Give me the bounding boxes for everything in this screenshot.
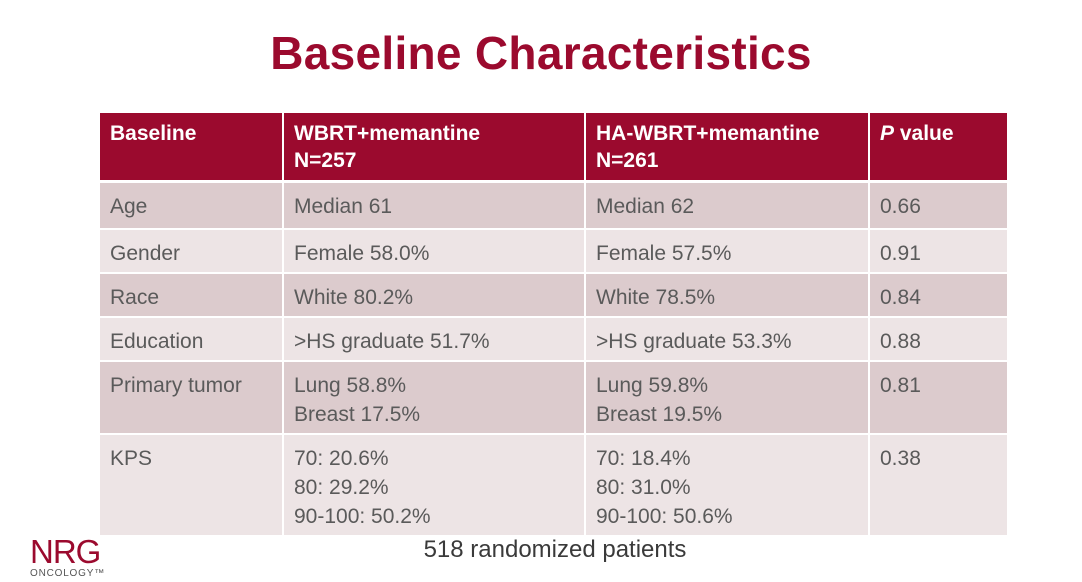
row-label: Age: [100, 181, 284, 230]
arm2-value: Median 62: [585, 181, 870, 230]
logo-subtitle: ONCOLOGY™: [30, 568, 105, 579]
header-p-italic: P: [880, 122, 895, 145]
arm1-line: Breast 17.5%: [294, 403, 421, 426]
row-label: KPS: [100, 434, 284, 537]
arm1-line: 80: 29.2%: [294, 476, 389, 499]
arm1-line: White 80.2%: [294, 286, 414, 309]
header-p-rest: value: [894, 122, 954, 145]
arm2-line: Median 62: [596, 195, 695, 218]
header-wbrt-memantine: WBRT+memantine N=257: [283, 113, 586, 183]
arm2-value: >HS graduate 53.3%: [585, 317, 870, 362]
arm2-value: White 78.5%: [585, 273, 870, 318]
row-label: Education: [100, 317, 284, 362]
arm2-line: Breast 19.5%: [596, 403, 723, 426]
arm2-line: Lung 59.8%: [596, 374, 709, 397]
arm2-line: 90-100: 50.6%: [596, 505, 733, 528]
table-row-kps: KPS 70: 20.6% 80: 29.2% 90-100: 50.2% 70…: [100, 434, 1007, 537]
row-label: Primary tumor: [100, 361, 284, 435]
header-wbrt-memantine-n: N=257: [294, 149, 357, 172]
header-baseline: Baseline: [100, 113, 284, 183]
arm1-value: >HS graduate 51.7%: [283, 317, 586, 362]
p-value: 0.91: [869, 229, 1007, 274]
row-label: Race: [100, 273, 284, 318]
arm2-value: 70: 18.4% 80: 31.0% 90-100: 50.6%: [585, 434, 870, 537]
arm1-value: White 80.2%: [283, 273, 586, 318]
p-value: 0.84: [869, 273, 1007, 318]
arm1-line: Lung 58.8%: [294, 374, 407, 397]
p-value: 0.66: [869, 181, 1007, 230]
arm2-value: Lung 59.8% Breast 19.5%: [585, 361, 870, 435]
arm2-line: Female 57.5%: [596, 242, 732, 265]
nrg-oncology-logo: NRG ONCOLOGY™: [30, 533, 150, 580]
logo-mark: NRG: [30, 533, 101, 570]
arm1-line: Female 58.0%: [294, 242, 430, 265]
row-label: Gender: [100, 229, 284, 274]
arm2-line: 80: 31.0%: [596, 476, 691, 499]
arm2-line: White 78.5%: [596, 286, 716, 309]
table-row-primary-tumor: Primary tumor Lung 58.8% Breast 17.5% Lu…: [100, 361, 1007, 435]
header-wbrt-memantine-label: WBRT+memantine: [294, 122, 481, 145]
table-header-row: Baseline WBRT+memantine N=257 HA-WBRT+me…: [100, 113, 1007, 183]
arm1-value: Median 61: [283, 181, 586, 230]
header-ha-wbrt-memantine-n: N=261: [596, 149, 659, 172]
arm2-line: >HS graduate 53.3%: [596, 330, 792, 353]
page-title: Baseline Characteristics: [270, 27, 812, 79]
arm2-line: 70: 18.4%: [596, 447, 691, 470]
p-value: 0.81: [869, 361, 1007, 435]
header-ha-wbrt-memantine: HA-WBRT+memantine N=261: [585, 113, 870, 183]
header-ha-wbrt-memantine-label: HA-WBRT+memantine: [596, 122, 820, 145]
table-row-age: Age Median 61 Median 62 0.66: [100, 181, 1007, 230]
arm1-value: Lung 58.8% Breast 17.5%: [283, 361, 586, 435]
arm1-value: 70: 20.6% 80: 29.2% 90-100: 50.2%: [283, 434, 586, 537]
header-baseline-label: Baseline: [110, 122, 197, 145]
arm1-line: 70: 20.6%: [294, 447, 389, 470]
arm2-value: Female 57.5%: [585, 229, 870, 274]
table-row-race: Race White 80.2% White 78.5% 0.84: [100, 273, 1007, 318]
p-value: 0.38: [869, 434, 1007, 537]
table-row-gender: Gender Female 58.0% Female 57.5% 0.91: [100, 229, 1007, 274]
header-p-value: P value: [869, 113, 1007, 183]
p-value: 0.88: [869, 317, 1007, 362]
arm1-value: Female 58.0%: [283, 229, 586, 274]
table-row-education: Education >HS graduate 51.7% >HS graduat…: [100, 317, 1007, 362]
arm1-line: 90-100: 50.2%: [294, 505, 431, 528]
arm1-line: Median 61: [294, 195, 393, 218]
footer-note: 518 randomized patients: [423, 536, 687, 563]
arm1-line: >HS graduate 51.7%: [294, 330, 490, 353]
baseline-table: Baseline WBRT+memantine N=257 HA-WBRT+me…: [100, 113, 1007, 537]
